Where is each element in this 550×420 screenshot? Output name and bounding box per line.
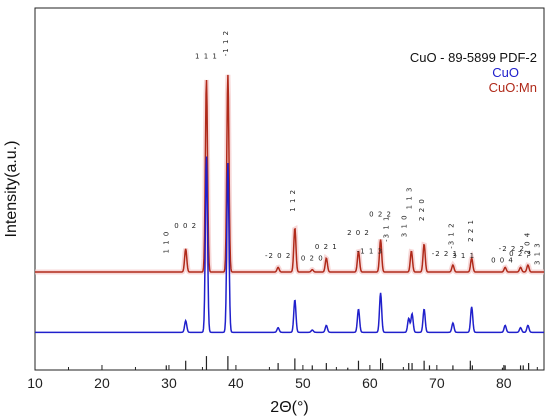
- legend-entry-reference: CuO - 89-5899 PDF-2: [410, 50, 537, 65]
- x-tick-label: 60: [362, 375, 378, 391]
- peak-index-label: 0 0 4: [491, 257, 514, 265]
- x-tick-label: 80: [496, 375, 512, 391]
- x-axis-ticks: 10 20 30 40 50 60 70 80: [27, 365, 538, 391]
- series-line-cuo-mn: [35, 74, 544, 273]
- series-line-cuo: [35, 156, 544, 334]
- x-axis-title: 2Θ(°): [270, 399, 308, 416]
- peak-index-label: 1 1 1: [195, 53, 218, 61]
- x-tick-label: 50: [295, 375, 311, 391]
- peak-index-label: -2 2 2: [499, 245, 525, 253]
- peak-index-label: 3 1 0: [401, 214, 409, 237]
- peak-index-label: -2 2 1: [432, 250, 458, 258]
- x-tick-label: 30: [161, 375, 177, 391]
- series-layer: [35, 74, 544, 334]
- legend-entry-cuo: CuO: [492, 65, 519, 80]
- peak-index-label: -2 0 4: [523, 232, 531, 258]
- peak-index-label: 1 1 2: [289, 189, 297, 212]
- peak-index-label: 3 1 3: [533, 242, 541, 265]
- peak-index-label: -1 1 3: [357, 247, 383, 255]
- peak-index-label: 2 0 2: [347, 229, 370, 237]
- peak-index-label: 0 2 1: [315, 243, 338, 251]
- peak-index-label: 1 1 0: [162, 231, 170, 254]
- legend-entry-cuo-mn: CuO:Mn: [489, 80, 537, 95]
- x-tick-label: 40: [228, 375, 244, 391]
- legend: CuO - 89-5899 PDF-2 CuO CuO:Mn: [410, 50, 537, 95]
- peak-index-label: 1 1 3: [405, 187, 413, 210]
- peak-index-label: 2 2 0: [418, 198, 426, 221]
- peak-index-label: 3 1 1: [452, 252, 475, 260]
- x-tick-label: 20: [94, 375, 110, 391]
- peak-index-label: -3 1 1: [383, 215, 391, 241]
- peak-index-label: 0 2 2: [369, 210, 392, 218]
- peak-index-label: 2 2 1: [467, 219, 475, 242]
- reference-layer: [165, 356, 530, 370]
- peak-index-label: 0 2 3: [509, 250, 532, 258]
- peak-index-label: 0 0 2: [174, 222, 197, 230]
- peak-index-label: -3 1 2: [448, 222, 456, 248]
- peak-index-label: -2 0 2: [265, 252, 291, 260]
- peak-labels-layer: 1 1 0 0 0 2 1 1 1 -1 1 2 -2 0 2 1 1 2 0 2 0 0 2…: [162, 30, 541, 265]
- peak-index-label: 0 2 0: [301, 254, 324, 262]
- y-axis-title: Intensity(a.u.): [3, 141, 20, 238]
- x-tick-label: 10: [27, 375, 43, 391]
- peak-index-label: -1 1 2: [222, 30, 230, 56]
- plot-frame: [34, 7, 545, 371]
- x-tick-label: 70: [429, 375, 445, 391]
